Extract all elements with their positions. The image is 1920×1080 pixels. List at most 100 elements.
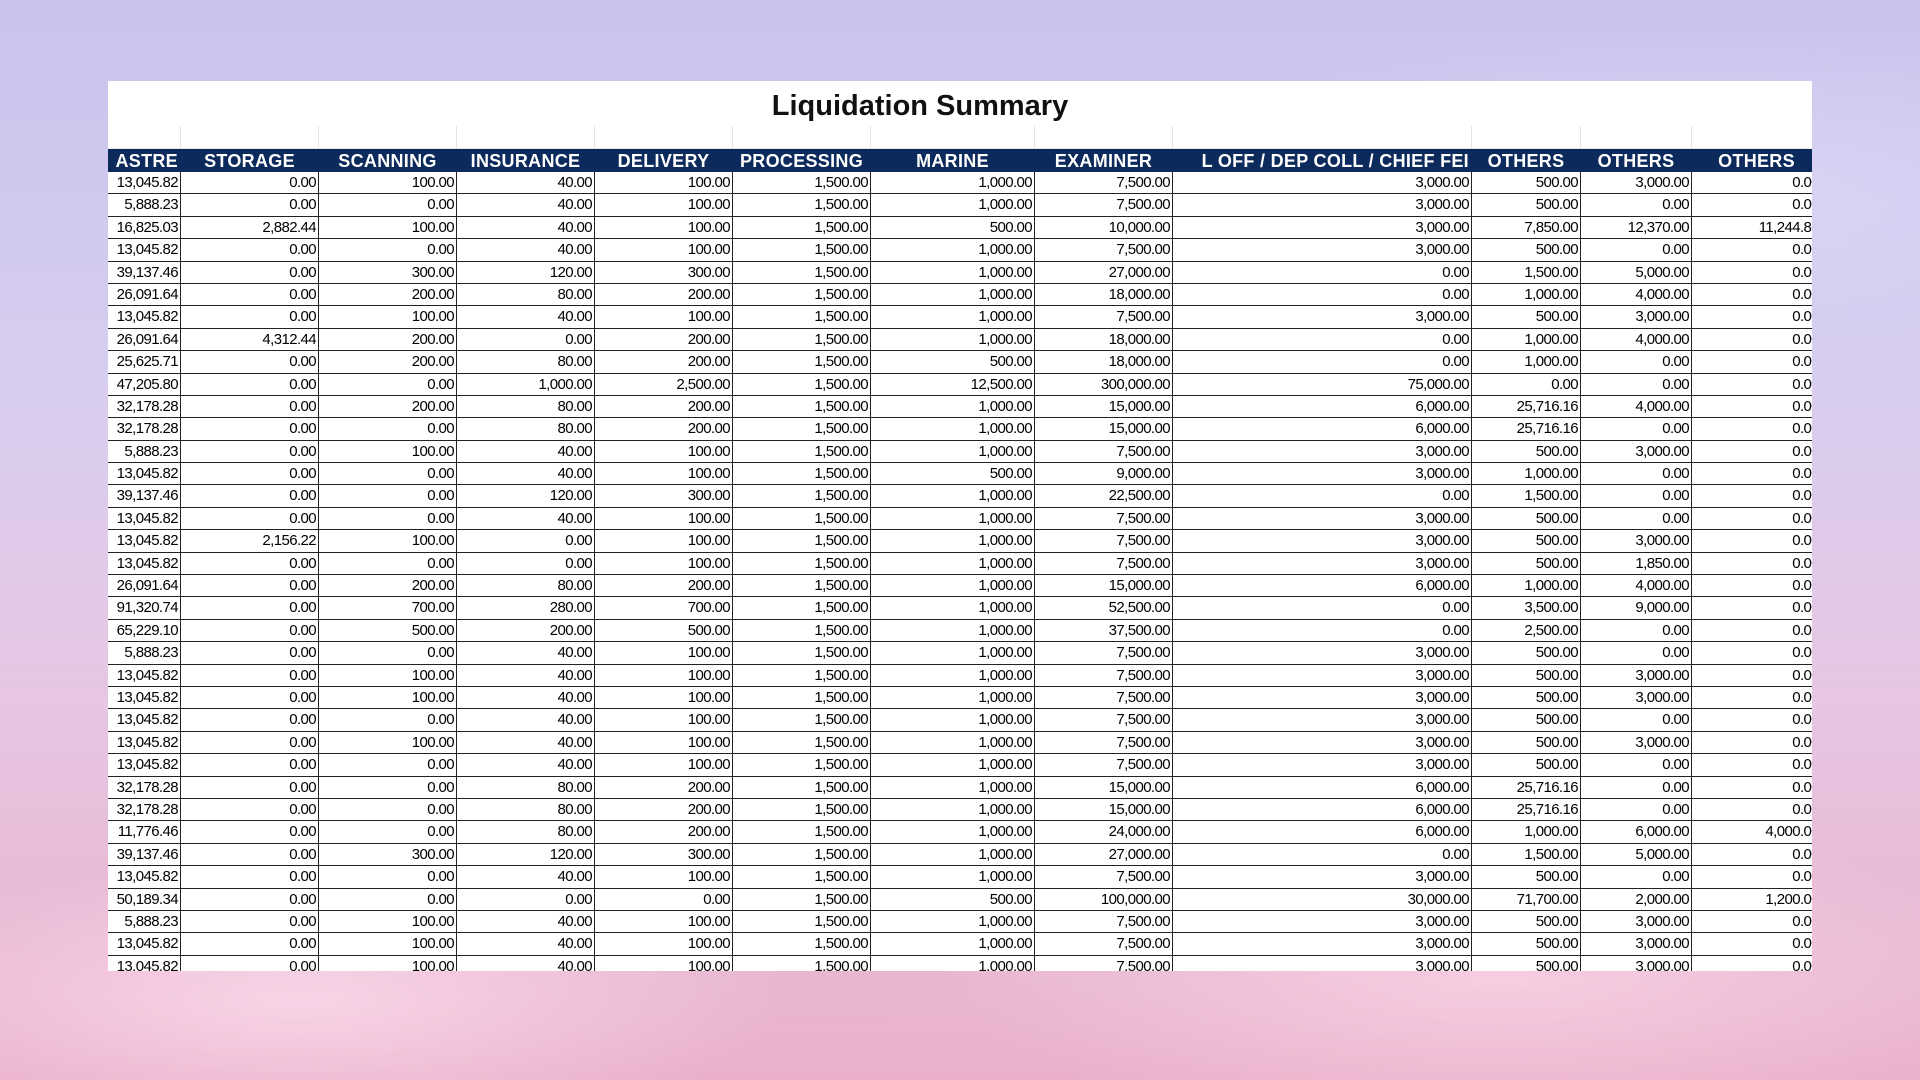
data-cell: 3,000.00 bbox=[1173, 216, 1472, 240]
cell-value: 0.00 bbox=[1442, 285, 1469, 303]
data-cell: 100,000.00 bbox=[1035, 888, 1173, 911]
cell-value: 500.00 bbox=[1535, 644, 1579, 662]
cell-value: 26,091.64 bbox=[116, 330, 179, 348]
cell-value: 3,000.00 bbox=[1415, 912, 1469, 930]
data-cell: 200.00 bbox=[595, 395, 733, 419]
data-cell: 1,500.00 bbox=[733, 776, 871, 799]
cell-value: 200.00 bbox=[687, 420, 731, 438]
cell-value: 0.00 bbox=[427, 465, 454, 483]
data-cell: 1,000.00 bbox=[871, 597, 1035, 620]
empty-cell bbox=[319, 126, 457, 149]
cell-value: 0.00 bbox=[1662, 711, 1689, 729]
cell-value: 6,000.00 bbox=[1415, 778, 1469, 796]
cell-value: 100.00 bbox=[411, 218, 455, 236]
data-row: 39,137.46 0.00 0.00 120.00 300.00 1,500.00 1,0… bbox=[108, 485, 1812, 508]
data-cell: 200.00 bbox=[595, 798, 733, 822]
cell-value: 0.00 bbox=[289, 442, 316, 460]
data-cell: 40.00 bbox=[457, 642, 595, 665]
cell-value: 15,000.00 bbox=[1108, 577, 1171, 595]
cell-value: 3,000.00 bbox=[1415, 442, 1469, 460]
empty-cell bbox=[595, 126, 733, 149]
data-cell: 0.00 bbox=[1692, 911, 1812, 934]
data-cell: 13,045.82 bbox=[108, 306, 181, 329]
cell-value: 1,500.00 bbox=[814, 487, 868, 505]
data-cell: 0.00 bbox=[1692, 396, 1812, 419]
data-row: 13,045.82 0.00 0.00 40.00 100.00 1,500.00 1,00… bbox=[108, 866, 1812, 889]
data-cell: 0.00 bbox=[1692, 956, 1812, 971]
cell-value: 11,244.80 bbox=[1758, 218, 1812, 236]
cell-value: 13,045.82 bbox=[116, 868, 179, 886]
data-cell: 300,000.00 bbox=[1035, 373, 1173, 396]
data-cell: 0.00 bbox=[181, 888, 319, 911]
data-cell: 80.00 bbox=[457, 798, 595, 822]
cell-value: 100.00 bbox=[687, 174, 731, 191]
data-cell: 13,045.82 bbox=[108, 709, 181, 732]
cell-value: 100.00 bbox=[411, 532, 455, 550]
cell-value: 13,045.82 bbox=[116, 308, 179, 326]
cell-value: 0.00 bbox=[1662, 487, 1689, 505]
data-cell: 2,156.22 bbox=[181, 530, 319, 553]
cell-value: 300.00 bbox=[411, 845, 455, 863]
data-cell: 100.00 bbox=[319, 440, 457, 464]
cell-value: 4,000.00 bbox=[1635, 577, 1689, 595]
column-header: PROCESSING bbox=[733, 149, 871, 172]
cell-value: 1,000.00 bbox=[978, 800, 1032, 818]
cell-value: 2,000.00 bbox=[1635, 890, 1689, 908]
data-cell: 300.00 bbox=[595, 261, 733, 284]
data-cell: 7,500.00 bbox=[1035, 731, 1173, 755]
data-cell: 15,000.00 bbox=[1035, 395, 1173, 419]
data-cell: 0.00 bbox=[181, 619, 319, 643]
cell-value: 0.00 bbox=[1662, 778, 1689, 796]
data-cell: 3,000.00 bbox=[1173, 463, 1472, 486]
cell-value: 700.00 bbox=[687, 599, 731, 617]
data-cell: 13,045.82 bbox=[108, 507, 181, 531]
cell-value: 3,000.00 bbox=[1415, 554, 1469, 572]
cell-value: 0.00 bbox=[289, 890, 316, 908]
data-cell: 100.00 bbox=[595, 664, 733, 687]
data-cell: 12,500.00 bbox=[871, 373, 1035, 396]
cell-value: 1,000.00 bbox=[978, 935, 1032, 953]
data-cell: 500.00 bbox=[871, 216, 1035, 240]
data-row: 13,045.82 2,156.22 100.00 0.00 100.00 1,500.0… bbox=[108, 530, 1812, 553]
data-cell: 1,000.00 bbox=[871, 395, 1035, 419]
data-cell: 1,000.00 bbox=[871, 283, 1035, 307]
data-cell: 1,000.00 bbox=[871, 194, 1035, 217]
data-cell: 300.00 bbox=[319, 843, 457, 867]
cell-value: 4,312.44 bbox=[262, 330, 316, 348]
header-text: OTHERS bbox=[1718, 151, 1795, 171]
cell-value: 500.00 bbox=[1535, 241, 1579, 259]
data-cell: 3,000.00 bbox=[1173, 239, 1472, 262]
data-cell: 100.00 bbox=[595, 754, 733, 777]
data-cell: 0.00 bbox=[1692, 553, 1812, 576]
cell-value: 0.00 bbox=[427, 823, 454, 841]
cell-value: 500.00 bbox=[1535, 509, 1579, 527]
data-cell: 0.00 bbox=[181, 283, 319, 307]
cell-value: 200.00 bbox=[687, 330, 731, 348]
data-cell: 80.00 bbox=[457, 418, 595, 441]
data-cell: 15,000.00 bbox=[1035, 418, 1173, 441]
cell-value: 7,500.00 bbox=[1116, 733, 1170, 751]
data-cell: 1,000.00 bbox=[871, 552, 1035, 576]
data-cell: 3,000.00 bbox=[1581, 731, 1692, 755]
cell-value: 500.00 bbox=[989, 218, 1033, 236]
header-text: EXAMINER bbox=[1054, 151, 1153, 171]
cell-value: 32,178.28 bbox=[116, 397, 179, 415]
data-cell: 0.00 bbox=[1581, 194, 1692, 217]
cell-value: 0.00 bbox=[289, 756, 316, 774]
data-cell: 12,370.00 bbox=[1581, 216, 1692, 240]
cell-value: 1,500.00 bbox=[814, 465, 868, 483]
data-cell: 100.00 bbox=[595, 440, 733, 464]
data-cell: 1,000.00 bbox=[871, 172, 1035, 195]
cell-value: 13,045.82 bbox=[116, 688, 179, 706]
data-cell: 0.00 bbox=[319, 194, 457, 217]
data-cell: 39,137.46 bbox=[108, 485, 181, 508]
cell-value: 500.00 bbox=[1535, 868, 1579, 886]
data-cell: 7,500.00 bbox=[1035, 530, 1173, 553]
data-cell: 4,000.00 bbox=[1581, 328, 1692, 352]
cell-value: 0.00 bbox=[565, 890, 592, 908]
column-header: OTHERS bbox=[1692, 149, 1812, 172]
cell-value: 40.00 bbox=[557, 756, 592, 774]
cell-value: 7,500.00 bbox=[1116, 644, 1170, 662]
data-cell: 1,500.00 bbox=[733, 351, 871, 374]
data-cell: 25,716.16 bbox=[1472, 418, 1581, 441]
